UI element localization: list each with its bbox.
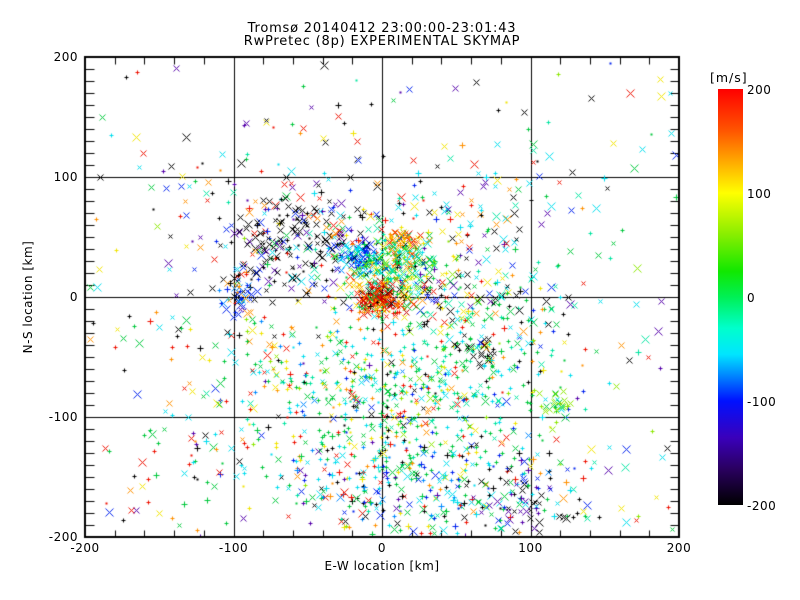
y-tick-label: 0	[69, 290, 78, 304]
colorbar-tick-label: -200	[747, 499, 777, 513]
colorbar-tick-label: -100	[747, 395, 777, 409]
colorbar-unit-label: [m/s]	[710, 70, 748, 85]
x-tick-label: -100	[218, 541, 249, 555]
x-tick-label: 200	[666, 541, 692, 555]
x-tick-label: 0	[377, 541, 387, 555]
y-tick-label: -200	[48, 530, 78, 544]
colorbar-tick-label: 100	[747, 187, 772, 201]
y-tick-label: -100	[48, 410, 78, 424]
colorbar-tick-label: 200	[747, 83, 772, 97]
y-tick-label: 100	[53, 170, 78, 184]
y-tick-label: 200	[53, 50, 78, 64]
x-tick-label: -200	[70, 541, 100, 555]
colorbar-gradient	[718, 89, 743, 505]
x-tick-label: 100	[518, 541, 543, 555]
colorbar-tick-label: 0	[747, 291, 756, 305]
x-axis-title: E-W location [km]	[324, 559, 440, 573]
